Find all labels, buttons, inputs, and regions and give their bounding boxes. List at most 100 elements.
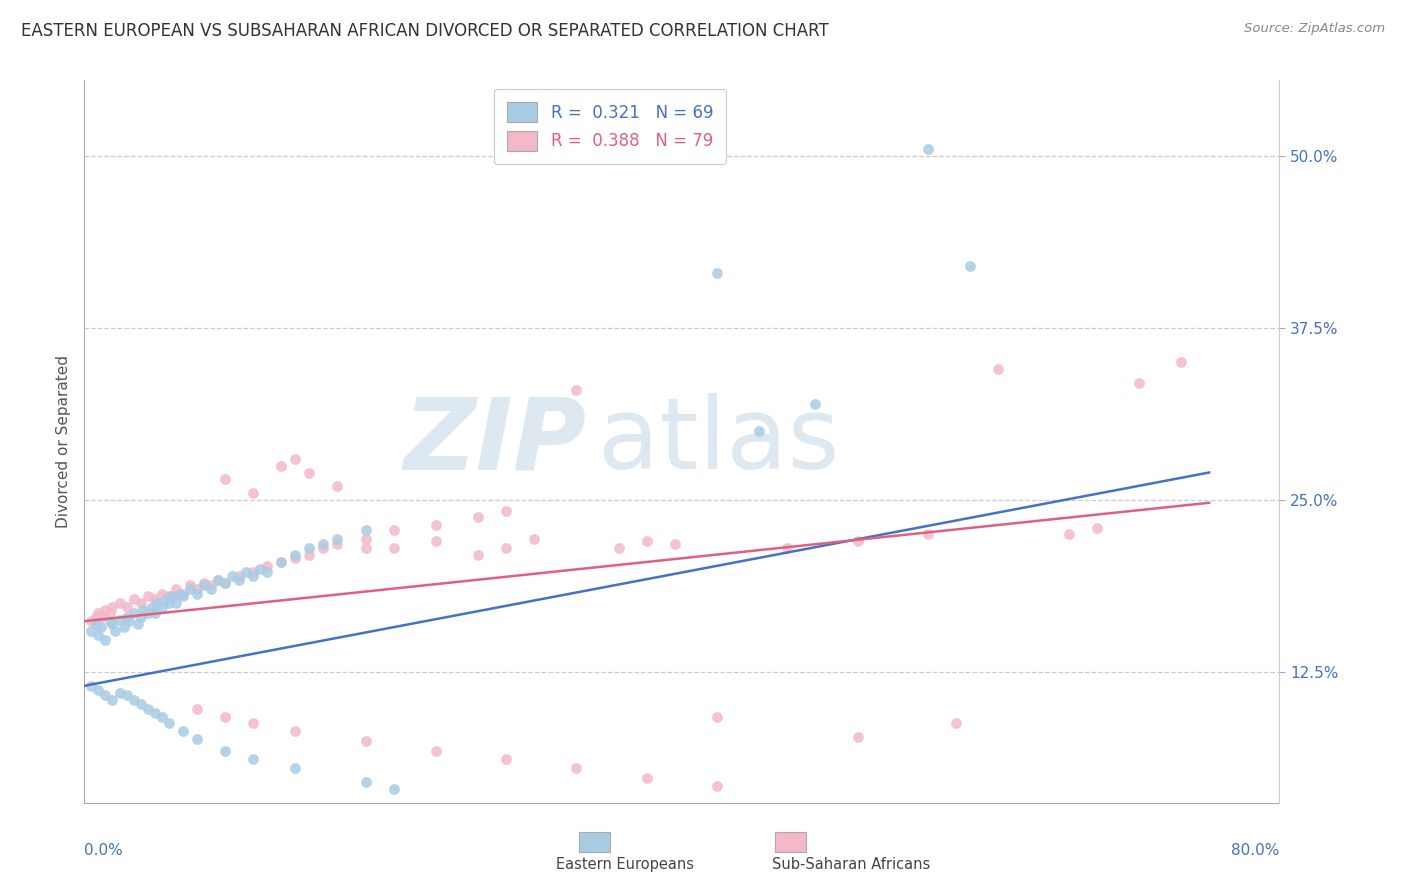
Point (284, 548, 307, 562)
Point (804, 397, 827, 411)
Point (495, 541, 517, 556)
Point (565, 761, 588, 775)
Point (846, 730, 869, 744)
Point (495, 752, 517, 766)
Point (122, 592, 145, 607)
Point (917, 527, 939, 541)
Point (270, 555, 292, 569)
Point (193, 578, 215, 592)
Point (776, 541, 799, 556)
Point (1085, 520, 1108, 534)
Point (214, 575, 236, 590)
Text: Source: ZipAtlas.com: Source: ZipAtlas.com (1244, 22, 1385, 36)
Point (98, 606, 121, 620)
Point (1128, 376, 1150, 390)
Point (80, 679, 103, 693)
Point (987, 362, 1010, 376)
Point (179, 578, 201, 592)
Point (136, 606, 159, 620)
Point (115, 689, 138, 703)
Point (129, 610, 152, 624)
Point (115, 600, 138, 615)
Point (242, 568, 264, 582)
Point (495, 504, 517, 518)
Point (122, 692, 145, 706)
Point (221, 568, 243, 582)
Point (354, 541, 377, 556)
Point (132, 603, 155, 617)
Point (242, 752, 264, 766)
Point (136, 590, 159, 604)
Point (90, 610, 112, 624)
Text: Sub-Saharan Africans: Sub-Saharan Africans (772, 857, 929, 872)
Point (607, 541, 630, 556)
Point (94, 689, 117, 703)
Point (165, 582, 187, 597)
Point (228, 573, 250, 587)
Point (382, 782, 405, 797)
Point (157, 716, 180, 731)
Point (172, 586, 194, 600)
Point (101, 616, 124, 631)
Point (84, 616, 107, 631)
Text: ZIP: ZIP (404, 393, 586, 490)
Point (467, 509, 489, 524)
Point (284, 761, 307, 775)
Point (706, 710, 728, 724)
Point (312, 541, 335, 556)
Point (917, 142, 939, 156)
Point (143, 706, 166, 721)
Point (90, 620, 112, 634)
Text: atlas: atlas (599, 393, 839, 490)
Point (298, 541, 321, 556)
Point (136, 702, 159, 716)
Point (636, 534, 658, 549)
Point (284, 550, 307, 565)
Point (207, 573, 229, 587)
Point (214, 472, 236, 486)
Point (172, 724, 194, 739)
Point (706, 266, 728, 280)
Point (165, 596, 187, 610)
Point (270, 555, 292, 569)
Point (186, 582, 208, 597)
Point (94, 603, 117, 617)
Point (80, 614, 103, 628)
Point (425, 517, 447, 532)
Point (523, 532, 546, 546)
Text: 0.0%: 0.0% (84, 843, 124, 857)
Point (207, 573, 229, 587)
Point (146, 596, 169, 610)
Point (98, 614, 121, 628)
Point (228, 568, 250, 582)
Point (155, 592, 177, 607)
Point (242, 716, 264, 731)
Text: Eastern Europeans: Eastern Europeans (557, 857, 695, 872)
Point (122, 606, 145, 620)
Point (108, 686, 131, 700)
Point (312, 537, 335, 551)
Point (87, 682, 110, 697)
Text: 80.0%: 80.0% (1232, 843, 1279, 857)
Point (108, 613, 131, 627)
Point (706, 779, 728, 793)
Point (1057, 527, 1080, 541)
Point (141, 600, 163, 615)
Point (172, 590, 194, 604)
Point (565, 383, 588, 397)
Point (87, 606, 110, 620)
FancyBboxPatch shape (579, 832, 610, 852)
Y-axis label: Divorced or Separated: Divorced or Separated (56, 355, 72, 528)
Point (235, 565, 257, 579)
Point (200, 578, 222, 592)
Point (80, 624, 103, 638)
Point (467, 548, 489, 562)
Point (256, 565, 278, 579)
Point (143, 592, 166, 607)
Point (157, 596, 180, 610)
Point (157, 590, 180, 604)
Point (186, 586, 208, 600)
Point (118, 614, 141, 628)
Point (115, 610, 138, 624)
Point (169, 586, 191, 600)
